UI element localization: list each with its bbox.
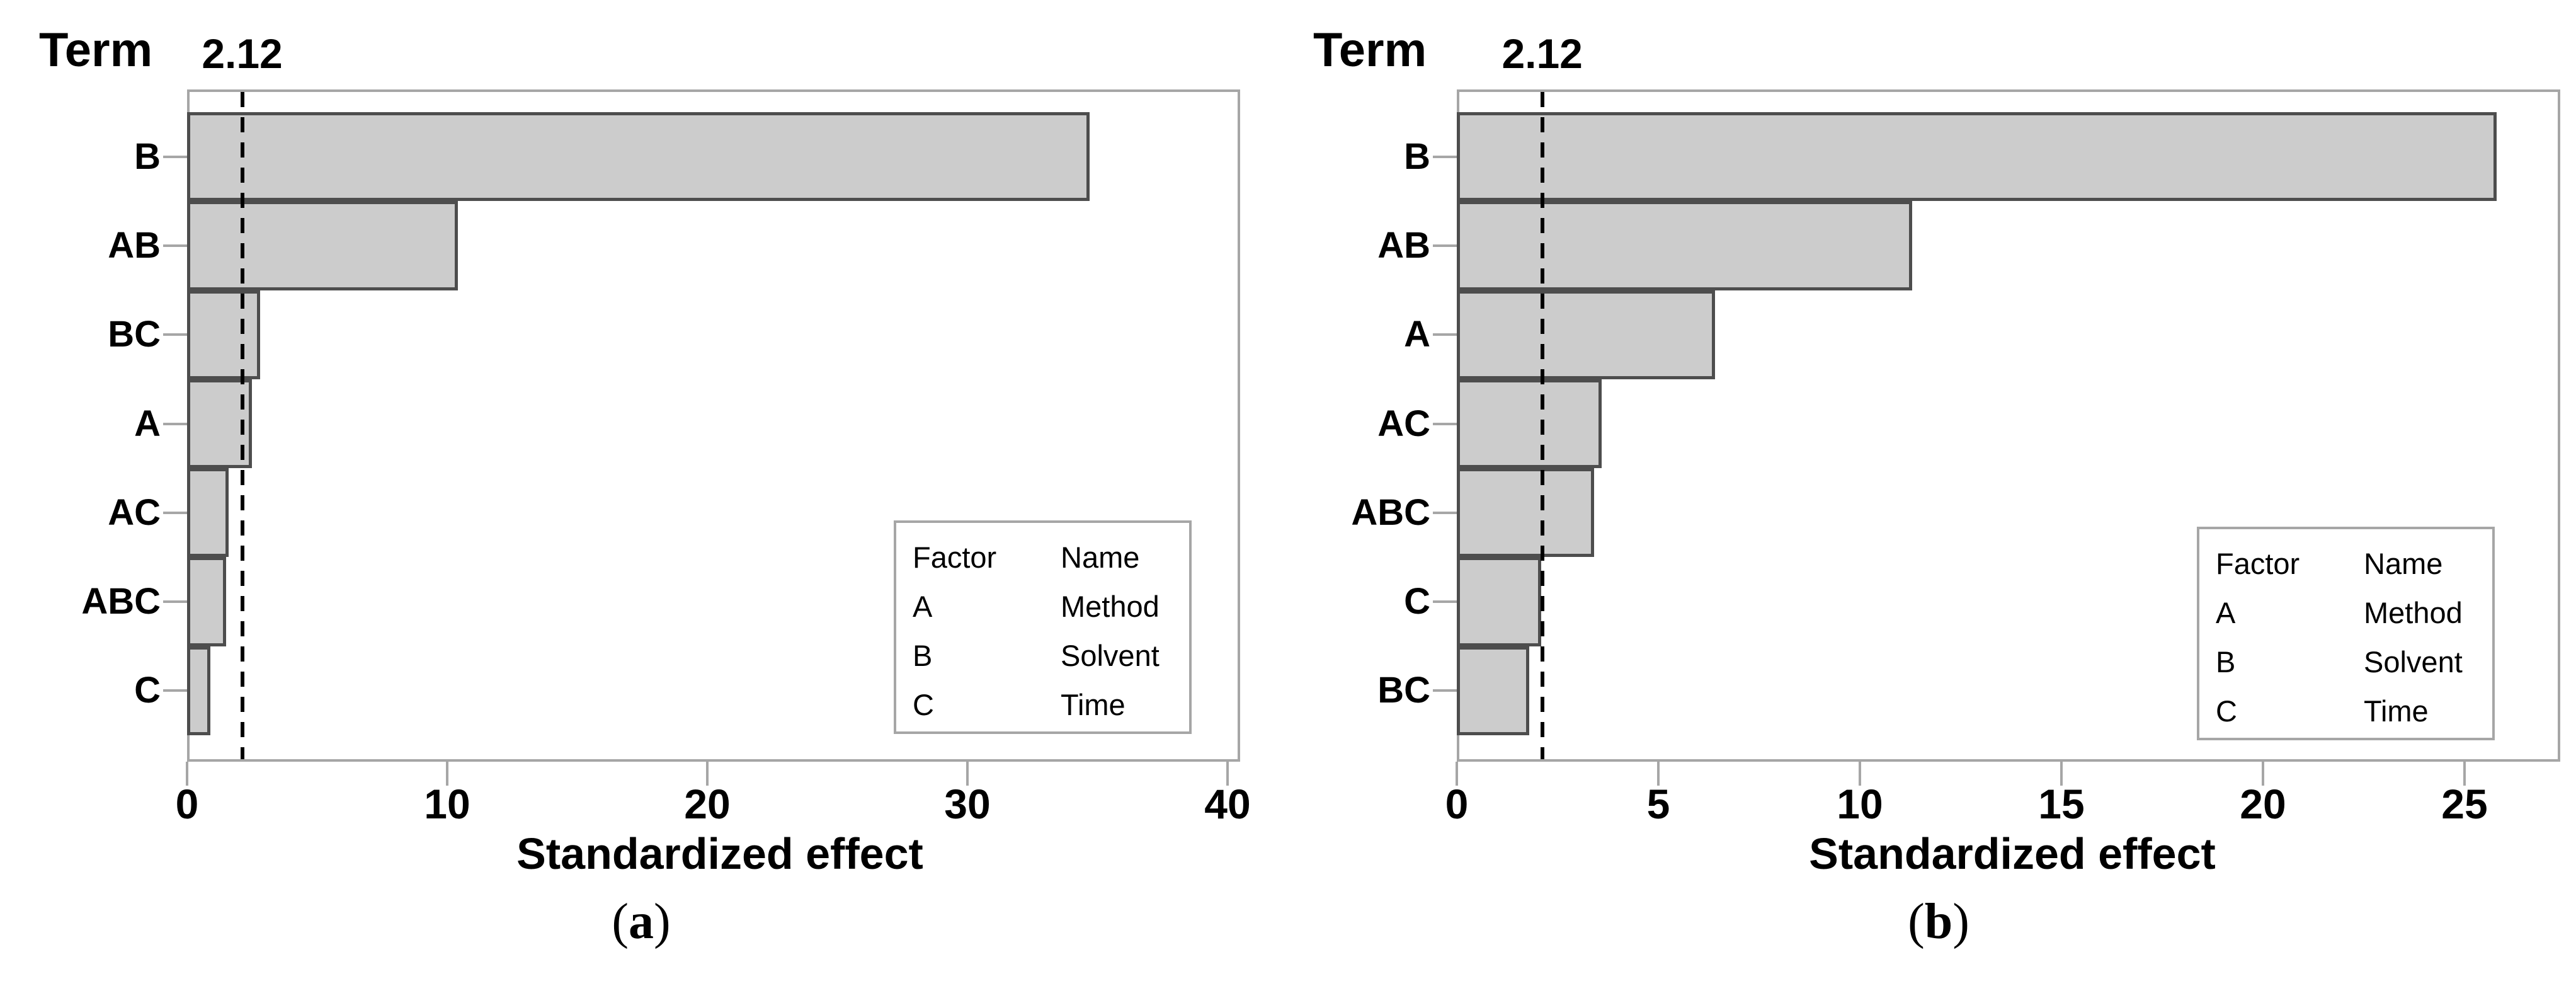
x-tick-label-10: 10 [424,781,470,827]
legend-name-solvent: Solvent [1061,639,1160,672]
legend-factor-b: B [913,639,933,672]
category-label-AB: AB [1377,224,1430,266]
x-tick-label-0: 0 [175,781,199,827]
reference-line-label: 2.12 [202,30,283,77]
x-axis-tick [2060,762,2063,786]
x-tick-label-5: 5 [1646,781,1670,827]
legend-header-name: Name [2364,547,2443,580]
x-axis-tick [1456,762,1458,786]
category-label-B: B [1404,135,1430,177]
legend-factor-c: C [2216,694,2237,728]
legend-factor-a: A [913,590,933,623]
category-label-C: C [1404,581,1430,622]
category-label-A: A [134,403,161,444]
x-axis-tick [706,762,709,786]
y-axis-tick [1433,422,1457,425]
y-axis-tick [1433,155,1457,158]
bar-AC [187,468,229,558]
legend-header-factor: Factor [2216,547,2300,580]
category-label-BC: BC [108,314,161,355]
x-tick-label-40: 40 [1204,781,1251,827]
bar-ABC [187,557,226,646]
legend-factor-a: A [2216,596,2236,629]
x-tick-label-30: 30 [944,781,991,827]
y-axis-tick [163,689,187,692]
legend-header-name: Name [1061,541,1140,574]
y-axis-tick [163,422,187,425]
x-axis-tick [1657,762,1660,786]
reference-line [1540,92,1544,759]
term-axis-title: Term [1313,23,1427,77]
y-axis-tick [1433,689,1457,692]
bar-BC [1457,646,1530,735]
x-axis-title: Standardized effect [1809,829,2216,878]
y-axis-tick [1433,244,1457,247]
category-label-AC: AC [1377,403,1430,444]
legend-factor-b: B [2216,645,2236,679]
x-axis-tick [446,762,448,786]
category-label-ABC: ABC [81,581,161,622]
x-axis-tick [2463,762,2466,786]
x-axis-tick [1226,762,1229,786]
y-axis-tick [163,511,187,514]
legend-header-factor: Factor [913,541,997,574]
x-tick-label-20: 20 [2240,781,2286,827]
term-axis-title: Term [39,23,153,77]
legend-name-method: Method [1061,590,1160,623]
legend-box: Factor Name A Method B Solvent C Time [894,520,1192,734]
y-axis-tick [163,244,187,247]
bar-BC [187,290,260,379]
x-tick-label-10: 10 [1837,781,1883,827]
x-axis-tick [2262,762,2264,786]
x-axis-tick [1859,762,1861,786]
y-axis-tick [1433,333,1457,336]
bar-B [1457,112,2497,202]
bar-B [187,112,1090,202]
x-tick-label-15: 15 [2038,781,2085,827]
category-label-AC: AC [108,491,161,533]
reference-line [240,92,244,759]
x-tick-label-0: 0 [1445,781,1469,827]
legend-name-time: Time [1061,688,1126,721]
legend-name-method: Method [2364,596,2463,629]
category-label-A: A [1404,314,1430,355]
y-axis-tick [1433,511,1457,514]
y-axis-tick [163,155,187,158]
bar-C [1457,557,1542,646]
bar-A [1457,290,1715,379]
legend-name-solvent: Solvent [2364,645,2463,679]
bar-AC [1457,379,1602,469]
category-label-ABC: ABC [1351,491,1430,533]
x-axis-title: Standardized effect [516,829,923,878]
category-label-BC: BC [1377,670,1430,711]
legend-name-time: Time [2364,694,2429,728]
x-tick-label-20: 20 [684,781,731,827]
category-label-C: C [134,670,161,711]
x-axis-tick [186,762,188,786]
caption-a: (a) [612,894,671,949]
category-label-AB: AB [108,224,161,266]
caption-b: (b) [1908,894,1969,949]
bar-C [187,646,211,735]
legend-box: Factor Name A Method B Solvent C Time [2197,527,2495,740]
bar-ABC [1457,468,1594,558]
category-label-B: B [134,135,161,177]
legend-factor-c: C [913,688,934,721]
y-axis-tick [163,333,187,336]
reference-line-label: 2.12 [1502,30,1583,77]
bar-AB [1457,201,1913,290]
y-axis-tick [163,600,187,604]
y-axis-tick [1433,600,1457,604]
bar-AB [187,201,458,290]
x-tick-label-25: 25 [2441,781,2488,827]
x-axis-tick [966,762,969,786]
